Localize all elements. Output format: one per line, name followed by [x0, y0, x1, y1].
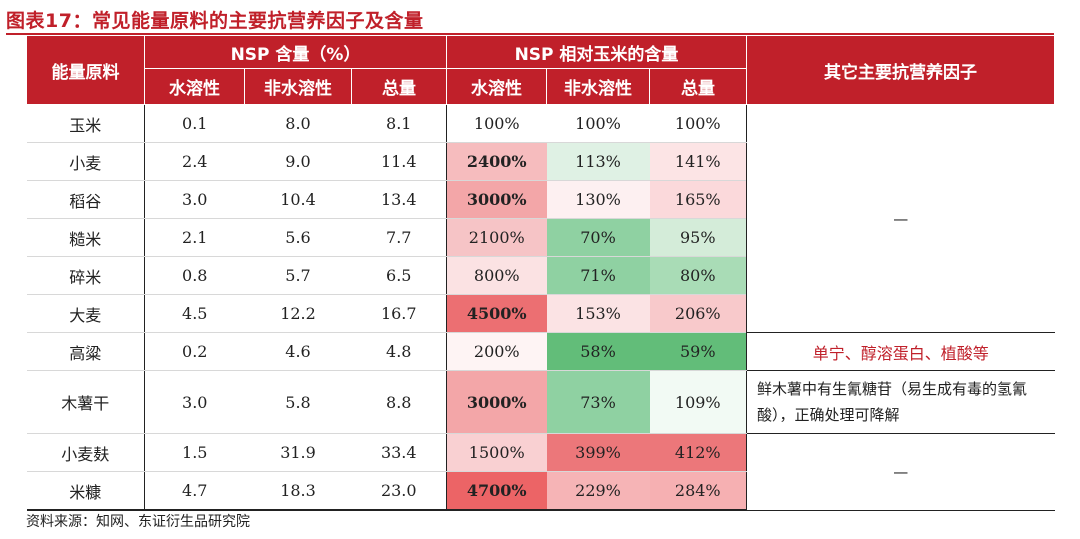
rel-soluble: 4700% [446, 471, 547, 511]
nsp-insoluble: 12.2 [244, 294, 352, 333]
title-divider [6, 33, 1054, 35]
rel-insoluble: 58% [546, 332, 650, 371]
rel-total: 80% [649, 256, 747, 295]
nsp-insoluble: 10.4 [244, 180, 352, 219]
nsp-insoluble: 4.6 [244, 332, 352, 371]
nsp-total: 8.1 [351, 104, 448, 143]
rel-soluble: 2100% [446, 218, 547, 257]
ingredient-name: 大麦 [26, 294, 145, 333]
nsp-soluble: 1.5 [144, 433, 245, 472]
table-row: 高粱 0.2 4.6 4.8 200% 58% 59% 单宁、醇溶蛋白、植酸等 [26, 332, 1055, 371]
nsp-soluble: 0.1 [144, 104, 245, 143]
nsp-soluble: 0.8 [144, 256, 245, 295]
rel-insoluble: 73% [546, 370, 650, 434]
nsp-total: 23.0 [351, 471, 448, 511]
rel-insoluble: 229% [546, 471, 650, 511]
rel-soluble: 800% [446, 256, 547, 295]
ingredient-name: 高粱 [26, 332, 145, 371]
subheader-insoluble: 非水溶性 [244, 68, 352, 105]
nsp-total: 16.7 [351, 294, 448, 333]
ingredient-name: 稻谷 [26, 180, 145, 219]
nsp-total: 13.4 [351, 180, 448, 219]
figure-title: 图表17：常见能量原料的主要抗营养因子及含量 [6, 10, 424, 32]
subheader-rel-total: 总量 [649, 68, 748, 105]
nutrient-table: 能量原料 NSP 含量（%） NSP 相对玉米的含量 其它主要抗营养因子 水溶性… [26, 35, 1056, 511]
nsp-insoluble: 18.3 [244, 471, 352, 511]
other-factors-dash-top: — [746, 104, 1055, 333]
rel-soluble: 3000% [446, 370, 547, 434]
rel-soluble: 4500% [446, 294, 547, 333]
ingredient-name: 木薯干 [26, 370, 145, 434]
rel-insoluble: 70% [546, 218, 650, 257]
nsp-soluble: 0.2 [144, 332, 245, 371]
table-row: 碎米 0.8 5.7 6.5 800% 71% 80% [26, 256, 1055, 295]
table-row: 玉米 0.1 8.0 8.1 100% 100% 100% — [26, 104, 1055, 333]
nsp-total: 8.8 [351, 370, 448, 434]
table-row: 大麦 4.5 12.2 16.7 4500% 153% 206% [26, 294, 1055, 333]
nsp-insoluble: 5.6 [244, 218, 352, 257]
header-ingredient: 能量原料 [26, 35, 145, 105]
table-row: 小麦麸 1.5 31.9 33.4 1500% 399% 412% — [26, 433, 1055, 511]
table-row: 米糠 4.7 18.3 23.0 4700% 229% 284% [26, 471, 1055, 511]
rel-total: 59% [649, 332, 747, 371]
table-row: 糙米 2.1 5.6 7.7 2100% 70% 95% [26, 218, 1055, 257]
rel-soluble: 2400% [446, 142, 547, 181]
nsp-soluble: 3.0 [144, 180, 245, 219]
nsp-total: 11.4 [351, 142, 448, 181]
nsp-total: 7.7 [351, 218, 448, 257]
other-factors-sorghum: 单宁、醇溶蛋白、植酸等 [746, 332, 1055, 371]
source-note: 资料来源：知网、东证衍生品研究院 [26, 514, 250, 530]
ingredient-name: 小麦麸 [26, 433, 145, 472]
other-factors-cassava: 鲜木薯中有生氰糖苷（易生成有毒的氢氰酸），正确处理可降解 [746, 370, 1055, 434]
header-nsp-relative: NSP 相对玉米的含量 [446, 35, 748, 69]
nsp-soluble: 4.7 [144, 471, 245, 511]
nsp-total: 6.5 [351, 256, 448, 295]
rel-insoluble: 100% [546, 104, 650, 143]
rel-soluble: 200% [446, 332, 547, 371]
nsp-insoluble: 9.0 [244, 142, 352, 181]
rel-soluble: 3000% [446, 180, 547, 219]
rel-total: 109% [649, 370, 747, 434]
header-other-factors: 其它主要抗营养因子 [746, 35, 1056, 105]
nsp-insoluble: 31.9 [244, 433, 352, 472]
nsp-soluble: 4.5 [144, 294, 245, 333]
header-nsp-content: NSP 含量（%） [143, 35, 448, 69]
rel-insoluble: 130% [546, 180, 650, 219]
table-row: 小麦 2.4 9.0 11.4 2400% 113% 141% [26, 142, 1055, 181]
subheader-total: 总量 [350, 68, 448, 105]
rel-total: 412% [649, 433, 747, 472]
rel-total: 284% [649, 471, 747, 511]
ingredient-name: 糙米 [26, 218, 145, 257]
subheader-soluble: 水溶性 [144, 68, 245, 105]
ingredient-name: 玉米 [26, 104, 145, 143]
nsp-soluble: 2.1 [144, 218, 245, 257]
rel-insoluble: 153% [546, 294, 650, 333]
nsp-total: 33.4 [351, 433, 448, 472]
other-factors-dash-bottom: — [746, 433, 1055, 511]
rel-total: 165% [649, 180, 747, 219]
rel-insoluble: 71% [546, 256, 650, 295]
rel-total: 95% [649, 218, 747, 257]
ingredient-name: 小麦 [26, 142, 145, 181]
table-row: 稻谷 3.0 10.4 13.4 3000% 130% 165% [26, 180, 1055, 219]
rel-total: 206% [649, 294, 747, 333]
nsp-insoluble: 5.7 [244, 256, 352, 295]
ingredient-name: 碎米 [26, 256, 145, 295]
table-row: 木薯干 3.0 5.8 8.8 3000% 73% 109% 鲜木薯中有生氰糖苷… [26, 370, 1055, 434]
rel-insoluble: 113% [546, 142, 650, 181]
nsp-soluble: 3.0 [144, 370, 245, 434]
subheader-rel-insoluble: 非水溶性 [546, 68, 651, 105]
rel-soluble: 1500% [446, 433, 547, 472]
nsp-insoluble: 8.0 [244, 104, 352, 143]
ingredient-name: 米糠 [26, 471, 145, 511]
rel-total: 100% [649, 104, 747, 143]
subheader-rel-soluble: 水溶性 [446, 68, 548, 105]
rel-total: 141% [649, 142, 747, 181]
nsp-total: 4.8 [351, 332, 448, 371]
rel-insoluble: 399% [546, 433, 650, 472]
rel-soluble: 100% [446, 104, 547, 143]
nsp-soluble: 2.4 [144, 142, 245, 181]
nsp-insoluble: 5.8 [244, 370, 352, 434]
